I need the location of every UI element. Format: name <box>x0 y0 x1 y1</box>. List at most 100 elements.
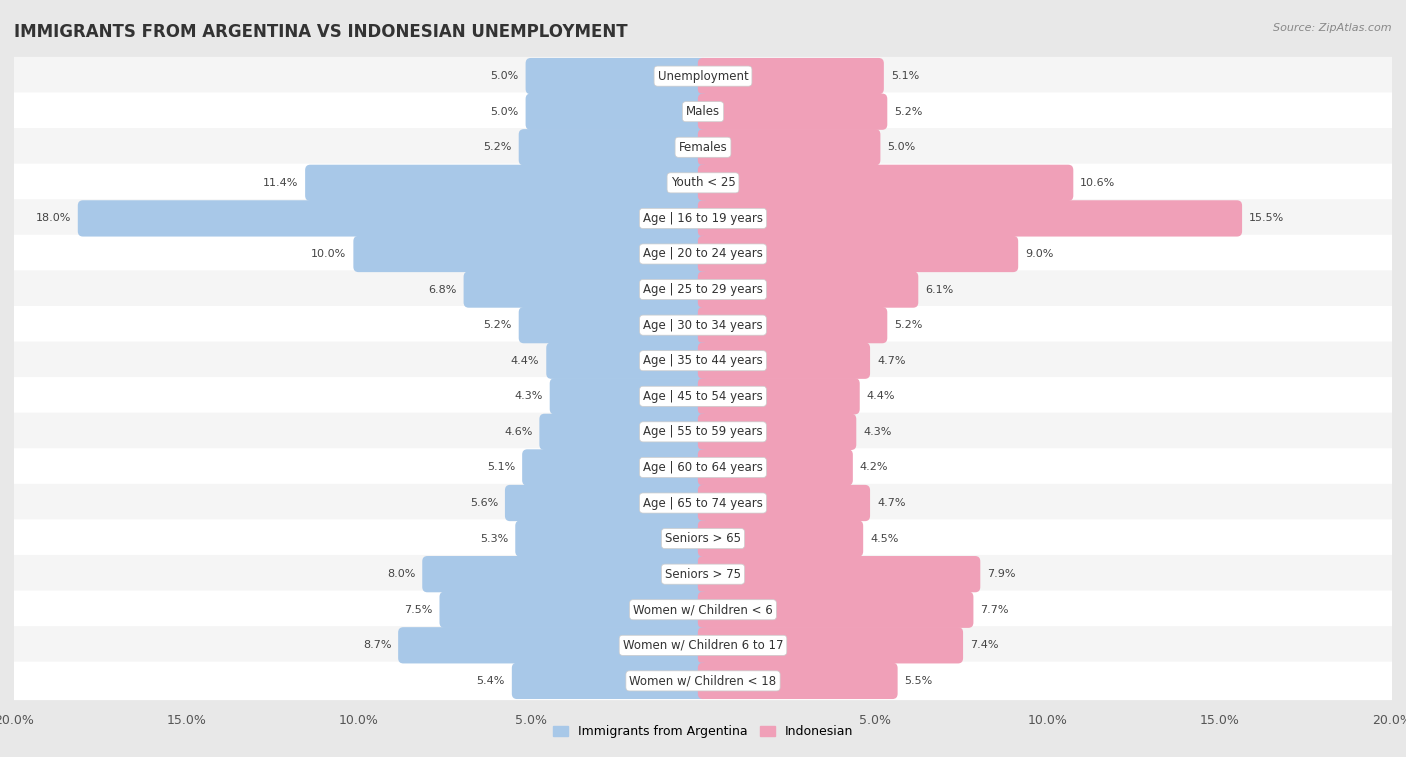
FancyBboxPatch shape <box>697 591 973 628</box>
FancyBboxPatch shape <box>11 484 1395 522</box>
Text: Age | 55 to 59 years: Age | 55 to 59 years <box>643 425 763 438</box>
FancyBboxPatch shape <box>11 519 1395 558</box>
FancyBboxPatch shape <box>305 165 709 201</box>
Text: Age | 65 to 74 years: Age | 65 to 74 years <box>643 497 763 509</box>
Text: Age | 60 to 64 years: Age | 60 to 64 years <box>643 461 763 474</box>
Text: Seniors > 65: Seniors > 65 <box>665 532 741 545</box>
FancyBboxPatch shape <box>547 343 709 378</box>
Text: Age | 45 to 54 years: Age | 45 to 54 years <box>643 390 763 403</box>
FancyBboxPatch shape <box>11 413 1395 451</box>
FancyBboxPatch shape <box>11 235 1395 273</box>
FancyBboxPatch shape <box>697 485 870 521</box>
Text: 4.3%: 4.3% <box>863 427 891 437</box>
FancyBboxPatch shape <box>11 377 1395 416</box>
FancyBboxPatch shape <box>697 307 887 343</box>
FancyBboxPatch shape <box>697 450 853 485</box>
FancyBboxPatch shape <box>697 627 963 663</box>
FancyBboxPatch shape <box>422 556 709 592</box>
Text: 4.7%: 4.7% <box>877 498 905 508</box>
FancyBboxPatch shape <box>11 662 1395 700</box>
Text: 7.5%: 7.5% <box>404 605 433 615</box>
Text: Women w/ Children < 6: Women w/ Children < 6 <box>633 603 773 616</box>
FancyBboxPatch shape <box>398 627 709 663</box>
Text: 6.8%: 6.8% <box>429 285 457 294</box>
Text: 18.0%: 18.0% <box>35 213 70 223</box>
Text: 5.1%: 5.1% <box>486 463 515 472</box>
Text: 4.2%: 4.2% <box>859 463 889 472</box>
FancyBboxPatch shape <box>11 306 1395 344</box>
Text: 5.2%: 5.2% <box>484 142 512 152</box>
FancyBboxPatch shape <box>11 555 1395 593</box>
Text: 10.0%: 10.0% <box>311 249 346 259</box>
FancyBboxPatch shape <box>11 57 1395 95</box>
FancyBboxPatch shape <box>353 236 709 272</box>
FancyBboxPatch shape <box>697 165 1073 201</box>
FancyBboxPatch shape <box>697 414 856 450</box>
FancyBboxPatch shape <box>697 272 918 307</box>
Text: 5.1%: 5.1% <box>891 71 920 81</box>
Text: 8.0%: 8.0% <box>387 569 415 579</box>
Text: 5.6%: 5.6% <box>470 498 498 508</box>
Text: Seniors > 75: Seniors > 75 <box>665 568 741 581</box>
FancyBboxPatch shape <box>11 448 1395 487</box>
FancyBboxPatch shape <box>11 164 1395 202</box>
FancyBboxPatch shape <box>697 201 1241 236</box>
FancyBboxPatch shape <box>697 58 884 95</box>
Text: 4.4%: 4.4% <box>866 391 896 401</box>
FancyBboxPatch shape <box>515 521 709 556</box>
FancyBboxPatch shape <box>505 485 709 521</box>
Text: Unemployment: Unemployment <box>658 70 748 83</box>
Text: 5.0%: 5.0% <box>491 107 519 117</box>
Text: Source: ZipAtlas.com: Source: ZipAtlas.com <box>1274 23 1392 33</box>
FancyBboxPatch shape <box>697 94 887 130</box>
FancyBboxPatch shape <box>697 378 859 414</box>
FancyBboxPatch shape <box>11 341 1395 380</box>
FancyBboxPatch shape <box>550 378 709 414</box>
FancyBboxPatch shape <box>697 556 980 592</box>
FancyBboxPatch shape <box>522 450 709 485</box>
FancyBboxPatch shape <box>519 129 709 166</box>
FancyBboxPatch shape <box>11 590 1395 629</box>
Text: Age | 25 to 29 years: Age | 25 to 29 years <box>643 283 763 296</box>
Text: 11.4%: 11.4% <box>263 178 298 188</box>
Text: 4.5%: 4.5% <box>870 534 898 544</box>
Text: Women w/ Children 6 to 17: Women w/ Children 6 to 17 <box>623 639 783 652</box>
FancyBboxPatch shape <box>11 199 1395 238</box>
FancyBboxPatch shape <box>697 343 870 378</box>
Text: 7.4%: 7.4% <box>970 640 998 650</box>
FancyBboxPatch shape <box>11 270 1395 309</box>
FancyBboxPatch shape <box>526 94 709 130</box>
Text: Women w/ Children < 18: Women w/ Children < 18 <box>630 674 776 687</box>
FancyBboxPatch shape <box>11 626 1395 665</box>
FancyBboxPatch shape <box>697 521 863 556</box>
Text: 4.3%: 4.3% <box>515 391 543 401</box>
FancyBboxPatch shape <box>11 128 1395 167</box>
Text: 5.2%: 5.2% <box>894 107 922 117</box>
Text: 7.7%: 7.7% <box>980 605 1008 615</box>
Text: 4.7%: 4.7% <box>877 356 905 366</box>
Text: IMMIGRANTS FROM ARGENTINA VS INDONESIAN UNEMPLOYMENT: IMMIGRANTS FROM ARGENTINA VS INDONESIAN … <box>14 23 627 41</box>
FancyBboxPatch shape <box>11 92 1395 131</box>
Text: Age | 20 to 24 years: Age | 20 to 24 years <box>643 248 763 260</box>
Text: Females: Females <box>679 141 727 154</box>
Text: Males: Males <box>686 105 720 118</box>
FancyBboxPatch shape <box>77 201 709 236</box>
Text: 6.1%: 6.1% <box>925 285 953 294</box>
Text: Age | 16 to 19 years: Age | 16 to 19 years <box>643 212 763 225</box>
FancyBboxPatch shape <box>526 58 709 95</box>
Text: 9.0%: 9.0% <box>1025 249 1053 259</box>
FancyBboxPatch shape <box>697 236 1018 272</box>
FancyBboxPatch shape <box>697 662 897 699</box>
Text: 5.0%: 5.0% <box>887 142 915 152</box>
Legend: Immigrants from Argentina, Indonesian: Immigrants from Argentina, Indonesian <box>548 721 858 743</box>
Text: 5.5%: 5.5% <box>904 676 932 686</box>
Text: 15.5%: 15.5% <box>1249 213 1284 223</box>
FancyBboxPatch shape <box>540 414 709 450</box>
Text: 5.0%: 5.0% <box>491 71 519 81</box>
Text: 4.6%: 4.6% <box>505 427 533 437</box>
FancyBboxPatch shape <box>697 129 880 166</box>
Text: Age | 30 to 34 years: Age | 30 to 34 years <box>643 319 763 332</box>
Text: 8.7%: 8.7% <box>363 640 391 650</box>
Text: Youth < 25: Youth < 25 <box>671 176 735 189</box>
Text: 5.4%: 5.4% <box>477 676 505 686</box>
